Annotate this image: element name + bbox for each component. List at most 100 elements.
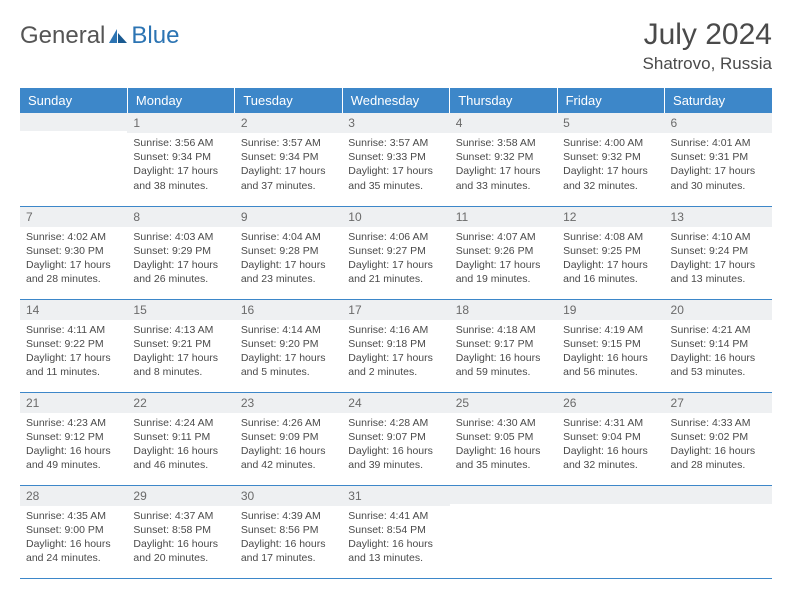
calendar-day-cell: 1Sunrise: 3:56 AMSunset: 9:34 PMDaylight… (127, 113, 234, 206)
day-details: Sunrise: 4:03 AMSunset: 9:29 PMDaylight:… (127, 227, 234, 291)
day-header-row: SundayMondayTuesdayWednesdayThursdayFrid… (20, 88, 772, 113)
day-details: Sunrise: 4:04 AMSunset: 9:28 PMDaylight:… (235, 227, 342, 291)
day-details: Sunrise: 4:35 AMSunset: 9:00 PMDaylight:… (20, 506, 127, 570)
calendar-day-cell: 21Sunrise: 4:23 AMSunset: 9:12 PMDayligh… (20, 392, 127, 485)
day-number: 4 (450, 113, 557, 133)
calendar-day-cell: 18Sunrise: 4:18 AMSunset: 9:17 PMDayligh… (450, 299, 557, 392)
day-number: 25 (450, 393, 557, 413)
day-details: Sunrise: 4:13 AMSunset: 9:21 PMDaylight:… (127, 320, 234, 384)
calendar-day-cell: 14Sunrise: 4:11 AMSunset: 9:22 PMDayligh… (20, 299, 127, 392)
calendar-day-cell: 11Sunrise: 4:07 AMSunset: 9:26 PMDayligh… (450, 206, 557, 299)
day-number: 29 (127, 486, 234, 506)
day-number (557, 486, 664, 504)
day-number (450, 486, 557, 504)
day-details: Sunrise: 4:39 AMSunset: 8:56 PMDaylight:… (235, 506, 342, 570)
day-details: Sunrise: 4:08 AMSunset: 9:25 PMDaylight:… (557, 227, 664, 291)
day-number: 15 (127, 300, 234, 320)
day-details: Sunrise: 4:07 AMSunset: 9:26 PMDaylight:… (450, 227, 557, 291)
day-number: 31 (342, 486, 449, 506)
day-number: 12 (557, 207, 664, 227)
day-header: Sunday (20, 88, 127, 113)
day-number: 22 (127, 393, 234, 413)
day-details: Sunrise: 4:28 AMSunset: 9:07 PMDaylight:… (342, 413, 449, 477)
day-number: 10 (342, 207, 449, 227)
day-header: Tuesday (235, 88, 342, 113)
calendar-day-cell: 22Sunrise: 4:24 AMSunset: 9:11 PMDayligh… (127, 392, 234, 485)
brand-logo: General Blue (20, 18, 179, 50)
calendar-day-cell (665, 485, 772, 578)
day-number (665, 486, 772, 504)
day-number: 11 (450, 207, 557, 227)
day-number: 18 (450, 300, 557, 320)
day-number: 20 (665, 300, 772, 320)
calendar-week-row: 21Sunrise: 4:23 AMSunset: 9:12 PMDayligh… (20, 392, 772, 485)
calendar-day-cell: 7Sunrise: 4:02 AMSunset: 9:30 PMDaylight… (20, 206, 127, 299)
day-details: Sunrise: 4:10 AMSunset: 9:24 PMDaylight:… (665, 227, 772, 291)
calendar-day-cell: 29Sunrise: 4:37 AMSunset: 8:58 PMDayligh… (127, 485, 234, 578)
calendar-week-row: 14Sunrise: 4:11 AMSunset: 9:22 PMDayligh… (20, 299, 772, 392)
calendar-week-row: 1Sunrise: 3:56 AMSunset: 9:34 PMDaylight… (20, 113, 772, 206)
day-number: 7 (20, 207, 127, 227)
calendar-table: SundayMondayTuesdayWednesdayThursdayFrid… (20, 88, 772, 579)
calendar-day-cell: 17Sunrise: 4:16 AMSunset: 9:18 PMDayligh… (342, 299, 449, 392)
day-number: 13 (665, 207, 772, 227)
calendar-day-cell (20, 113, 127, 206)
calendar-day-cell: 12Sunrise: 4:08 AMSunset: 9:25 PMDayligh… (557, 206, 664, 299)
calendar-week-row: 7Sunrise: 4:02 AMSunset: 9:30 PMDaylight… (20, 206, 772, 299)
day-header: Wednesday (342, 88, 449, 113)
day-number: 28 (20, 486, 127, 506)
day-header: Saturday (665, 88, 772, 113)
day-number: 6 (665, 113, 772, 133)
day-details: Sunrise: 4:06 AMSunset: 9:27 PMDaylight:… (342, 227, 449, 291)
day-header: Monday (127, 88, 234, 113)
day-number: 2 (235, 113, 342, 133)
calendar-day-cell: 2Sunrise: 3:57 AMSunset: 9:34 PMDaylight… (235, 113, 342, 206)
day-number: 5 (557, 113, 664, 133)
day-details: Sunrise: 4:23 AMSunset: 9:12 PMDaylight:… (20, 413, 127, 477)
day-details: Sunrise: 4:30 AMSunset: 9:05 PMDaylight:… (450, 413, 557, 477)
day-details: Sunrise: 3:58 AMSunset: 9:32 PMDaylight:… (450, 133, 557, 197)
calendar-day-cell (557, 485, 664, 578)
day-number: 24 (342, 393, 449, 413)
calendar-body: 1Sunrise: 3:56 AMSunset: 9:34 PMDaylight… (20, 113, 772, 578)
day-details: Sunrise: 4:26 AMSunset: 9:09 PMDaylight:… (235, 413, 342, 477)
calendar-day-cell: 15Sunrise: 4:13 AMSunset: 9:21 PMDayligh… (127, 299, 234, 392)
day-details: Sunrise: 4:11 AMSunset: 9:22 PMDaylight:… (20, 320, 127, 384)
day-number: 14 (20, 300, 127, 320)
calendar-day-cell: 28Sunrise: 4:35 AMSunset: 9:00 PMDayligh… (20, 485, 127, 578)
day-details: Sunrise: 3:57 AMSunset: 9:33 PMDaylight:… (342, 133, 449, 197)
day-number: 26 (557, 393, 664, 413)
calendar-day-cell: 30Sunrise: 4:39 AMSunset: 8:56 PMDayligh… (235, 485, 342, 578)
day-number: 17 (342, 300, 449, 320)
location-title: Shatrovo, Russia (643, 54, 772, 74)
calendar-day-cell: 4Sunrise: 3:58 AMSunset: 9:32 PMDaylight… (450, 113, 557, 206)
day-details: Sunrise: 3:56 AMSunset: 9:34 PMDaylight:… (127, 133, 234, 197)
day-number: 8 (127, 207, 234, 227)
calendar-day-cell: 19Sunrise: 4:19 AMSunset: 9:15 PMDayligh… (557, 299, 664, 392)
calendar-day-cell: 20Sunrise: 4:21 AMSunset: 9:14 PMDayligh… (665, 299, 772, 392)
day-number: 27 (665, 393, 772, 413)
day-number: 23 (235, 393, 342, 413)
day-number: 30 (235, 486, 342, 506)
title-block: July 2024 Shatrovo, Russia (643, 18, 772, 74)
calendar-day-cell: 6Sunrise: 4:01 AMSunset: 9:31 PMDaylight… (665, 113, 772, 206)
day-number: 21 (20, 393, 127, 413)
calendar-day-cell: 25Sunrise: 4:30 AMSunset: 9:05 PMDayligh… (450, 392, 557, 485)
sail-icon (107, 27, 129, 45)
day-details: Sunrise: 3:57 AMSunset: 9:34 PMDaylight:… (235, 133, 342, 197)
day-details: Sunrise: 4:24 AMSunset: 9:11 PMDaylight:… (127, 413, 234, 477)
day-number: 16 (235, 300, 342, 320)
calendar-day-cell: 16Sunrise: 4:14 AMSunset: 9:20 PMDayligh… (235, 299, 342, 392)
day-details: Sunrise: 4:00 AMSunset: 9:32 PMDaylight:… (557, 133, 664, 197)
header: General Blue July 2024 Shatrovo, Russia (20, 18, 772, 74)
day-details: Sunrise: 4:14 AMSunset: 9:20 PMDaylight:… (235, 320, 342, 384)
brand-general: General (20, 22, 105, 50)
day-details: Sunrise: 4:37 AMSunset: 8:58 PMDaylight:… (127, 506, 234, 570)
day-details: Sunrise: 4:02 AMSunset: 9:30 PMDaylight:… (20, 227, 127, 291)
calendar-day-cell: 24Sunrise: 4:28 AMSunset: 9:07 PMDayligh… (342, 392, 449, 485)
day-header: Thursday (450, 88, 557, 113)
day-number: 1 (127, 113, 234, 133)
day-details: Sunrise: 4:33 AMSunset: 9:02 PMDaylight:… (665, 413, 772, 477)
day-details: Sunrise: 4:19 AMSunset: 9:15 PMDaylight:… (557, 320, 664, 384)
day-details: Sunrise: 4:41 AMSunset: 8:54 PMDaylight:… (342, 506, 449, 570)
